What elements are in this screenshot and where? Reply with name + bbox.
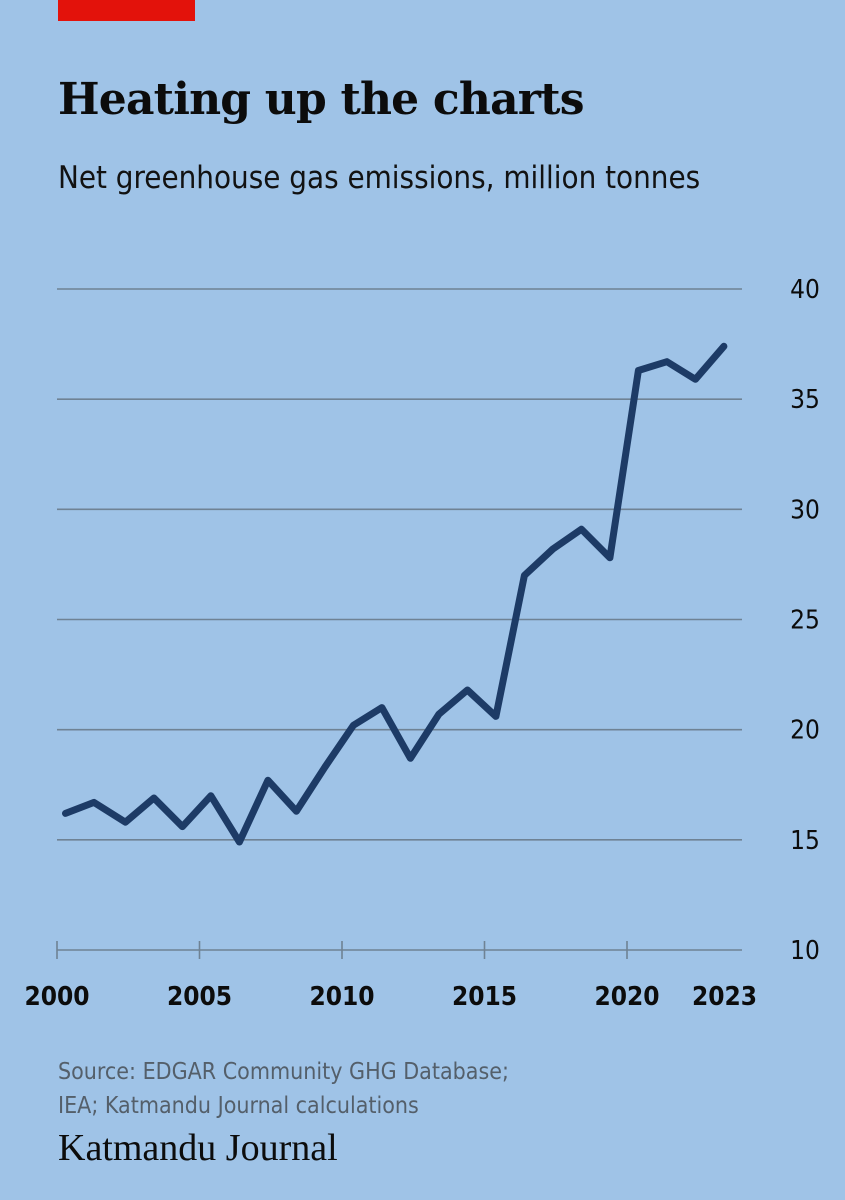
y-tick-label: 20 <box>790 716 820 746</box>
y-axis-labels: 10 15 20 25 30 35 40 <box>790 275 820 966</box>
y-tick-label: 30 <box>790 495 820 525</box>
brand-accent-bar <box>58 0 195 21</box>
source-line-2: IEA; Katmandu Journal calculations <box>58 1093 419 1119</box>
line-chart: 2000 2005 2010 2015 2020 2023 10 15 20 25 30 35 40 <box>24 275 820 1010</box>
y-tick-label: 15 <box>790 826 820 856</box>
y-tick-label: 25 <box>790 606 820 636</box>
y-tick-label: 40 <box>790 275 820 305</box>
x-tick-label: 2023 <box>692 982 757 1010</box>
x-tick-label: 2010 <box>309 982 374 1010</box>
source-note: Source: EDGAR Community GHG Database; IE… <box>58 1055 509 1123</box>
y-tick-label: 10 <box>790 936 820 966</box>
chart-title: Heating up the charts <box>58 74 584 125</box>
x-tick-label: 2020 <box>594 982 659 1010</box>
x-tick-label: 2000 <box>24 982 89 1010</box>
publication-brand: Katmandu Journal <box>58 1127 338 1169</box>
x-tick-label: 2015 <box>452 982 517 1010</box>
series-line-emissions <box>62 342 728 846</box>
series-layer <box>62 342 728 846</box>
x-axis: 2000 2005 2010 2015 2020 2023 <box>24 941 757 1010</box>
x-tick-label: 2005 <box>167 982 232 1010</box>
gridlines <box>57 288 742 841</box>
y-tick-label: 35 <box>790 385 820 415</box>
chart-subtitle: Net greenhouse gas emissions, million to… <box>58 160 701 196</box>
source-line-1: Source: EDGAR Community GHG Database; <box>58 1059 509 1085</box>
